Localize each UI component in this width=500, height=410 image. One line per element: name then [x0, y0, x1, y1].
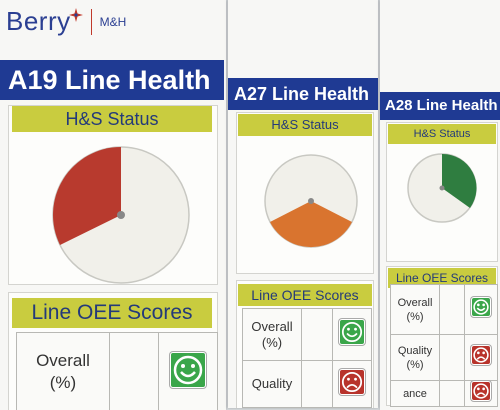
- oee-table: Overall (%) Quality (%) ance: [390, 284, 498, 407]
- row-face-cell: [159, 333, 218, 410]
- table-row: Quality (%): [391, 335, 498, 381]
- row-face-cell: [465, 285, 498, 335]
- row-face-cell: [333, 309, 372, 361]
- logo-brand: Berry: [6, 6, 71, 37]
- smiley-face-icon: [471, 297, 491, 317]
- hs-status-label: H&S Status: [388, 124, 496, 144]
- row-face-cell: [465, 381, 498, 407]
- board-title: A28 Line Health: [380, 92, 500, 120]
- table-row: Quality: [243, 361, 372, 408]
- berry-logo-icon: [69, 8, 83, 22]
- row-value: [302, 309, 333, 361]
- smiley-face-icon: [170, 352, 206, 388]
- row-value: [440, 335, 465, 381]
- hs-status-dial: [406, 152, 478, 224]
- table-row: Overall (%): [17, 333, 218, 410]
- table-row: ance: [391, 381, 498, 407]
- hs-status-dial: [50, 144, 192, 286]
- logo: Berry M&H: [6, 6, 126, 37]
- board-a27: A27 Line Health H&S Status Line OEE Scor…: [228, 0, 378, 408]
- hs-status-label: H&S Status: [12, 106, 212, 132]
- sad-face-icon: [471, 381, 491, 401]
- board-a28: A28 Line Health H&S Status Line OEE Scor…: [380, 0, 500, 410]
- row-label: ance: [391, 381, 440, 407]
- row-value: [440, 285, 465, 335]
- row-face-cell: [465, 335, 498, 381]
- row-label: Overall (%): [17, 333, 110, 410]
- row-face-cell: [333, 361, 372, 408]
- sad-face-icon: [339, 369, 365, 395]
- row-label: Overall (%): [391, 285, 440, 335]
- hs-status-dial: [262, 152, 360, 250]
- table-row: Overall (%): [391, 285, 498, 335]
- logo-divider: [91, 9, 92, 35]
- oee-label: Line OEE Scores: [12, 298, 212, 328]
- row-label: Overall (%): [243, 309, 302, 361]
- row-label: Quality (%): [391, 335, 440, 381]
- oee-table: Overall (%) Quality: [242, 308, 372, 408]
- sad-face-icon: [471, 345, 491, 365]
- row-label: Quality: [243, 361, 302, 408]
- board-title: A19 Line Health: [0, 60, 224, 100]
- logo-sub: M&H: [100, 15, 127, 29]
- board-a19: Berry M&H A19 Line Health H&S Status Lin…: [0, 0, 226, 410]
- board-title: A27 Line Health: [228, 78, 378, 110]
- table-row: Overall (%): [243, 309, 372, 361]
- oee-table: Overall (%): [16, 332, 218, 410]
- row-value: [110, 333, 159, 410]
- row-value: [440, 381, 465, 407]
- oee-label: Line OEE Scores: [238, 284, 372, 306]
- smiley-face-icon: [339, 319, 365, 345]
- row-value: [302, 361, 333, 408]
- hs-status-label: H&S Status: [238, 114, 372, 136]
